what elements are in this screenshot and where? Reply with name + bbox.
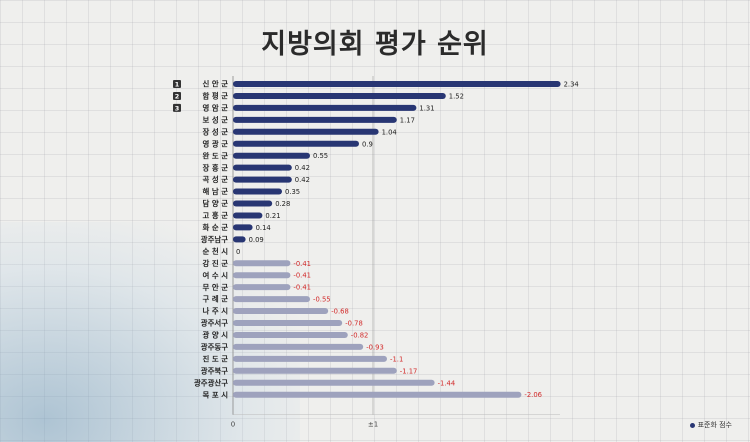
category-label: 무 안 군 <box>202 283 228 292</box>
category-label: 화 순 군 <box>202 223 228 232</box>
category-label: 함 평 군 <box>202 92 228 101</box>
category-label: 진 도 군 <box>202 354 228 363</box>
category-label: 영 암 군 <box>202 104 228 113</box>
rank-badge-number: 1 <box>175 81 180 89</box>
value-label: 0 <box>236 248 240 256</box>
category-label: 해 남 군 <box>202 187 228 196</box>
value-label: -2.06 <box>524 391 542 399</box>
value-label: 1.31 <box>419 104 434 112</box>
category-label: 영 광 군 <box>202 139 228 148</box>
category-label: 구 례 군 <box>202 295 228 304</box>
category-label: 광주광산구 <box>194 378 228 387</box>
value-label: 0.14 <box>256 224 271 232</box>
category-label: 목 포 시 <box>202 390 228 399</box>
category-label: 광주서구 <box>201 319 228 328</box>
category-label: 담 양 군 <box>202 199 228 208</box>
rank-badge <box>173 91 181 100</box>
chart-title: 지방의회 평가 순위 <box>261 29 489 60</box>
rank-badge-number: 2 <box>175 92 180 100</box>
value-label: 1.52 <box>449 92 464 100</box>
chart-legend: 표준화 점수 <box>689 420 732 430</box>
rank-badge-number: 3 <box>175 104 180 112</box>
value-label: 0.35 <box>285 188 300 196</box>
rank-badge <box>173 103 181 112</box>
bar <box>233 176 292 183</box>
category-label: 나 주 시 <box>202 307 228 316</box>
category-label: 순 천 시 <box>202 247 228 256</box>
bar <box>233 116 397 123</box>
bar <box>233 260 291 267</box>
value-label: 0.42 <box>295 176 310 184</box>
bar <box>233 355 387 362</box>
bar <box>233 200 273 207</box>
category-label: 광주동구 <box>201 343 228 352</box>
bar <box>233 212 263 219</box>
value-label: -0.93 <box>366 343 384 351</box>
category-label: 여 수 시 <box>202 271 228 280</box>
value-label: -0.68 <box>331 308 349 316</box>
value-label: -0.41 <box>293 260 311 268</box>
value-label: 1.04 <box>382 128 397 136</box>
value-label: -1.17 <box>400 367 418 375</box>
category-label: 장 흥 군 <box>202 163 228 172</box>
category-label: 곡 성 군 <box>202 175 228 184</box>
category-label: 고 흥 군 <box>202 211 228 220</box>
value-label: 0.42 <box>295 164 310 172</box>
category-label: 광주남구 <box>201 235 228 244</box>
category-label: 신 안 군 <box>202 80 228 89</box>
value-label: 0.9 <box>362 140 373 148</box>
bar <box>233 81 561 87</box>
bar <box>233 331 348 338</box>
bar <box>233 164 292 171</box>
bar <box>233 343 364 350</box>
category-label: 보 성 군 <box>202 115 228 124</box>
value-label: 1.17 <box>400 116 415 124</box>
bar <box>233 367 397 374</box>
category-label: 강 진 군 <box>202 259 228 268</box>
bar <box>233 320 343 326</box>
bar <box>233 104 417 111</box>
bar <box>233 284 291 291</box>
x-tick-label: ±1 <box>368 421 378 429</box>
rank-badge <box>173 80 181 88</box>
value-label: -0.41 <box>293 272 311 280</box>
value-label: -1.1 <box>390 355 403 363</box>
value-label: -0.82 <box>351 331 369 339</box>
bar <box>233 391 522 398</box>
category-label: 광 양 시 <box>202 331 228 340</box>
value-label: -0.55 <box>313 296 331 304</box>
value-label: 0.28 <box>275 200 290 208</box>
bar <box>233 236 246 243</box>
category-label: 광주북구 <box>201 366 228 375</box>
bar <box>233 152 310 159</box>
value-label: 0.21 <box>265 212 280 220</box>
category-label: 완 도 군 <box>202 151 228 160</box>
bar <box>233 379 435 386</box>
value-label: 0.55 <box>313 152 328 160</box>
value-label: -0.41 <box>293 284 311 292</box>
category-label: 장 성 군 <box>202 127 228 136</box>
bar <box>233 272 291 279</box>
x-tick-label: 0 <box>231 421 235 429</box>
bar <box>233 224 253 231</box>
bar <box>233 140 359 147</box>
value-label: 0.09 <box>249 236 264 244</box>
value-label: -1.44 <box>438 379 456 387</box>
value-label: 2.34 <box>564 81 579 89</box>
legend-label: 표준화 점수 <box>697 421 732 429</box>
bar <box>233 128 379 135</box>
value-label: -0.78 <box>345 320 363 328</box>
bar <box>233 296 310 303</box>
bar <box>233 92 446 99</box>
bar <box>233 188 282 195</box>
legend-marker <box>689 422 695 428</box>
bar <box>233 308 329 315</box>
